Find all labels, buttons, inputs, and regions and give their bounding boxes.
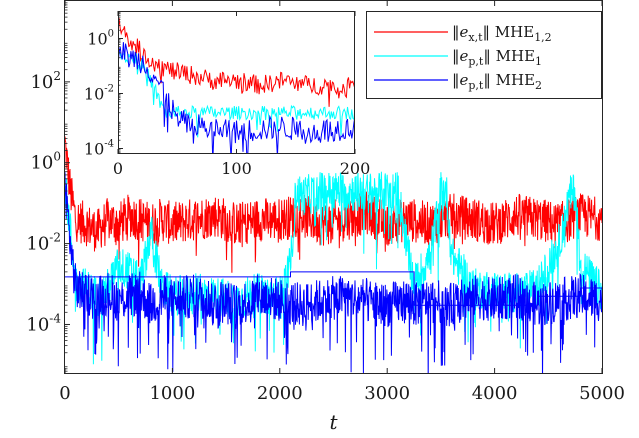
main-series-2-line <box>65 172 602 373</box>
legend-label: ‖ep,t‖ MHE2 <box>452 71 542 92</box>
main-series-0-line <box>65 136 602 273</box>
main-ytick-label: 10-2 <box>26 231 61 255</box>
main-ytick-label: 100 <box>30 150 61 174</box>
legend-box <box>366 11 602 99</box>
main-xtick-label: 0 <box>59 383 70 404</box>
inset-ytick-label: 10-2 <box>84 84 114 104</box>
inset-xtick-label: 0 <box>113 159 123 178</box>
main-series-group <box>65 136 602 373</box>
inset-chart: 0 100 200 100 10-2 10-4 <box>84 11 370 178</box>
main-plot-frame <box>64 0 603 374</box>
legend-label: ‖ep,t‖ MHE1 <box>452 47 542 68</box>
main-xlabel: t <box>329 410 338 434</box>
main-ytick-label: 10-4 <box>26 311 61 335</box>
legend: ‖ex,t‖ MHE1,2 ‖ep,t‖ MHE1 ‖ep,t‖ MHE2 <box>366 11 602 99</box>
main-xtick-label: 1000 <box>149 383 195 404</box>
legend-label: ‖ex,t‖ MHE1,2 <box>452 23 552 44</box>
main-xtick-label: 4000 <box>472 383 518 404</box>
inset-xtick-label: 200 <box>340 159 371 178</box>
inset-ytick-label: 10-4 <box>84 139 114 159</box>
main-ytick-label: 102 <box>30 69 61 93</box>
inset-frame <box>118 11 355 154</box>
main-series-3-line <box>65 271 602 306</box>
inset-series-1-line <box>118 50 355 138</box>
inset-xtick-label: 100 <box>221 159 252 178</box>
inset-series-2-line <box>118 42 355 154</box>
main-xtick-label: 5000 <box>579 383 625 404</box>
main-xtick-label: 2000 <box>257 383 303 404</box>
inset-series-0-line <box>118 18 355 107</box>
inset-series-group <box>118 18 355 154</box>
main-xtick-label: 3000 <box>364 383 410 404</box>
inset-ytick-label: 100 <box>87 29 114 49</box>
main-series-1-line <box>65 171 602 365</box>
